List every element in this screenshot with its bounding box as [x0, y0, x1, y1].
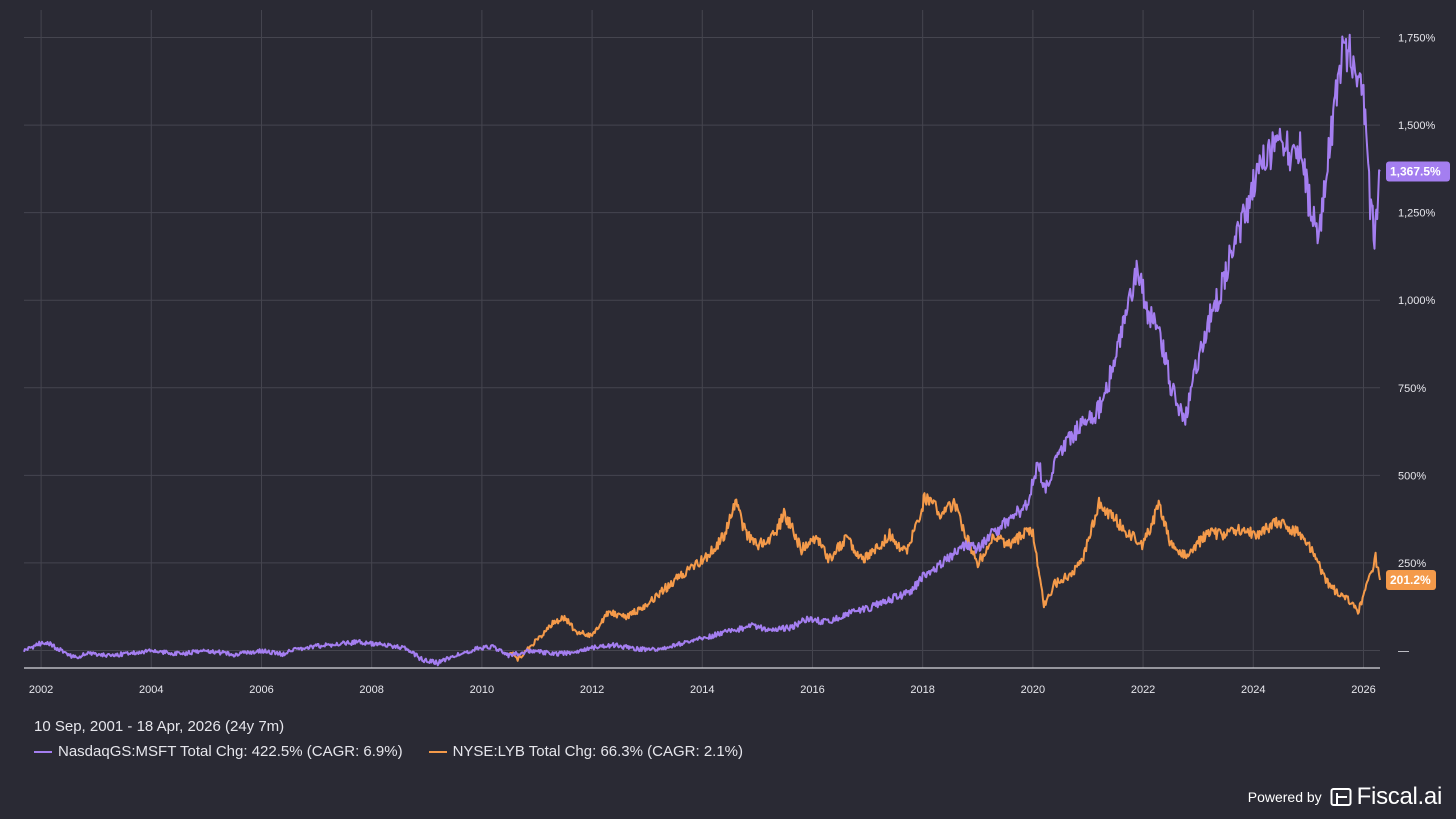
x-tick-label: 2006 — [249, 684, 273, 696]
x-tick-label: 2018 — [910, 684, 934, 696]
last-value-label-lyb: 201.2% — [1390, 573, 1431, 587]
last-value-badge-msft — [1386, 161, 1450, 182]
x-axis-labels: 2002 2004 2006 2008 2010 2012 2014 2016 2018 2020… — [29, 684, 1376, 696]
date-range-label: 10 Sep, 2001 - 18 Apr, 2026 (24y 7m) — [34, 718, 285, 735]
x-tick-label: 2002 — [29, 684, 53, 696]
series-lines — [23, 33, 1381, 667]
legend-label-msft: NasdaqGS:MSFT Total Chg: 422.5% (CAGR: 6… — [58, 743, 403, 760]
series-line-lyb[interactable] — [508, 492, 1381, 662]
brand-logo: Fiscal.ai — [1330, 783, 1442, 811]
legend-swatch-lyb — [428, 750, 447, 753]
series-line-msft[interactable] — [23, 33, 1381, 667]
x-tick-label: 2012 — [580, 684, 604, 696]
grid-lines — [24, 10, 1380, 668]
brand-name: Fiscal.ai — [1356, 783, 1443, 810]
x-tick-label: 2010 — [470, 684, 494, 696]
y-tick-label: — — [1398, 645, 1409, 657]
y-tick-label: 1,000% — [1398, 295, 1436, 307]
last-value-labels: 201.2% 1,367.5% — [1386, 161, 1450, 591]
legend-item-lyb[interactable]: NYSE:LYB Total Chg: 66.3% (CAGR: 2.1%) — [428, 743, 743, 760]
last-value-badge-lyb — [1386, 570, 1436, 591]
legend: NasdaqGS:MSFT Total Chg: 422.5% (CAGR: 6… — [34, 743, 743, 760]
x-tick-label: 2026 — [1351, 684, 1375, 696]
y-tick-label: 1,250% — [1398, 208, 1436, 220]
legend-item-msft[interactable]: NasdaqGS:MSFT Total Chg: 422.5% (CAGR: 6… — [34, 743, 403, 760]
powered-by-brand[interactable]: Powered by Fiscal.ai — [1247, 783, 1443, 811]
legend-swatch-msft — [34, 750, 52, 753]
line-chart: — 250% 500% 750% 1,000% 1,250% 1,500% 1,750% 20… — [23, 10, 1450, 696]
x-tick-label: 2020 — [1021, 684, 1045, 696]
last-value-label-msft: 1,367.5% — [1390, 164, 1441, 178]
powered-by-text: Powered by — [1247, 789, 1322, 805]
x-tick-label: 2014 — [690, 684, 714, 696]
x-tick-label: 2016 — [800, 684, 824, 696]
y-axis-labels: — 250% 500% 750% 1,000% 1,250% 1,500% 1,750% — [1398, 33, 1436, 658]
x-tick-label: 2008 — [359, 684, 383, 696]
y-tick-label: 250% — [1398, 558, 1426, 570]
y-tick-label: 1,500% — [1398, 120, 1436, 132]
fiscal-ai-logo-icon — [1330, 788, 1352, 806]
legend-label-lyb: NYSE:LYB Total Chg: 66.3% (CAGR: 2.1%) — [452, 743, 743, 760]
x-tick-label: 2022 — [1131, 684, 1155, 696]
y-tick-label: 1,750% — [1398, 33, 1436, 45]
y-tick-label: 500% — [1398, 470, 1426, 482]
x-tick-label: 2004 — [139, 684, 163, 696]
x-tick-label: 2024 — [1241, 684, 1265, 696]
y-tick-label: 750% — [1398, 383, 1426, 395]
